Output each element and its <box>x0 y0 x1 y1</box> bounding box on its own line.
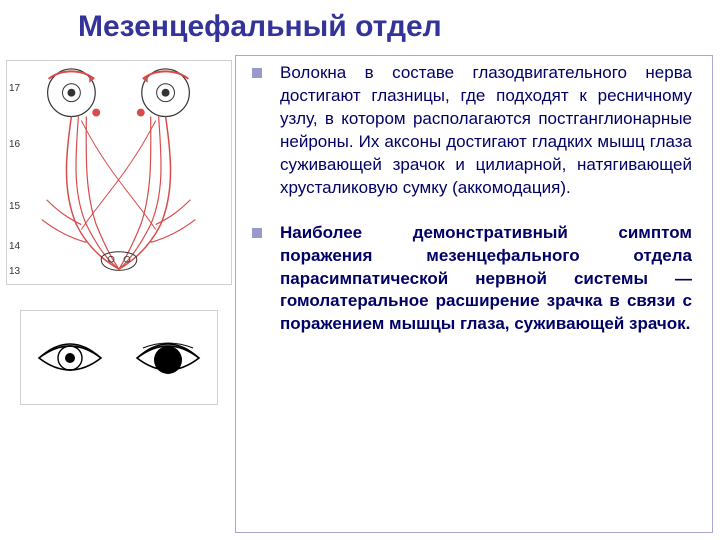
slide-title: Мезенцефальный отдел <box>78 10 442 44</box>
diagram-label: 17 <box>9 83 20 94</box>
bullet-list: Волокна в составе глазодвигательного нер… <box>252 62 692 358</box>
list-item: Наиболее демонстративный симптом поражен… <box>252 222 692 337</box>
bullet-text-bold: Наиболее демонстративный симптом поражен… <box>280 222 692 337</box>
diagram-svg <box>7 61 231 284</box>
diagram-label: 15 <box>9 201 20 212</box>
eye-dilated-icon <box>133 336 203 380</box>
bullet-marker-icon <box>252 228 262 238</box>
eye-normal-icon <box>35 338 105 378</box>
bullet-text: Волокна в составе глазодвигательного нер… <box>280 62 692 200</box>
diagram-label: 14 <box>9 241 20 252</box>
bullet-marker-icon <box>252 68 262 78</box>
diagram-label: 16 <box>9 139 20 150</box>
list-item: Волокна в составе глазодвигательного нер… <box>252 62 692 200</box>
pupil-comparison-diagram <box>20 310 218 405</box>
diagram-label: 13 <box>9 266 20 277</box>
anatomical-diagram: 17 16 15 14 13 <box>6 60 232 285</box>
